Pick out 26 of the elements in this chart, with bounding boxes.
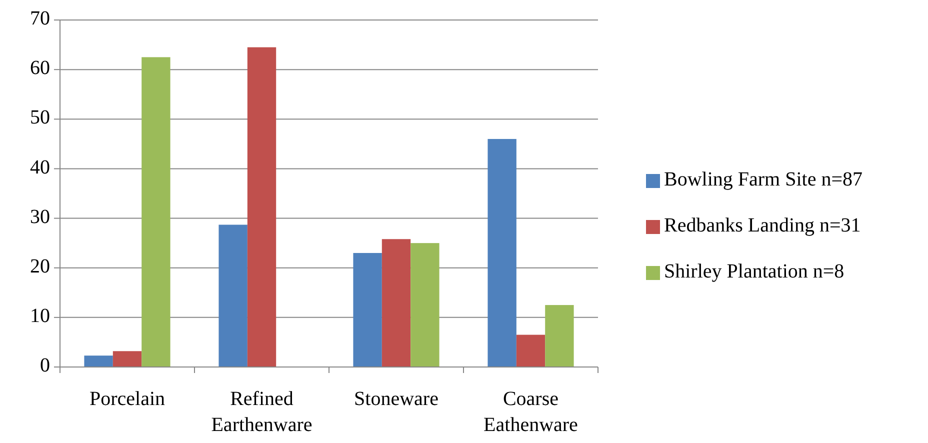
bar bbox=[488, 138, 516, 367]
y-tick-label: 50 bbox=[30, 106, 50, 129]
y-tick-label: 10 bbox=[30, 305, 50, 328]
bar bbox=[516, 334, 546, 367]
bar bbox=[112, 351, 142, 367]
bar bbox=[410, 243, 440, 367]
x-tick-label: Coarse Eathenware bbox=[484, 388, 578, 436]
y-tick-label: 40 bbox=[30, 156, 50, 178]
bar bbox=[247, 47, 276, 367]
x-tick-label: Refined Earthenware bbox=[211, 388, 312, 436]
bar bbox=[142, 57, 170, 367]
bar bbox=[545, 305, 574, 367]
y-tick-label: 20 bbox=[30, 255, 50, 278]
bar bbox=[218, 224, 248, 367]
bar bbox=[84, 356, 113, 367]
y-tick-label: 0 bbox=[40, 354, 50, 377]
bar bbox=[353, 252, 382, 367]
y-tick-label: 60 bbox=[30, 57, 50, 80]
bar bbox=[382, 239, 411, 367]
legend-label: Shirley Plantation n=8 bbox=[664, 260, 844, 283]
y-tick-label: 30 bbox=[30, 206, 50, 228]
y-tick-label: 70 bbox=[30, 8, 50, 30]
legend-label: Redbanks Landing n=31 bbox=[664, 214, 861, 237]
legend-label: Bowling Farm Site n=87 bbox=[664, 168, 863, 191]
x-tick-label: Porcelain bbox=[89, 388, 166, 410]
x-tick-label: Stoneware bbox=[354, 388, 439, 410]
